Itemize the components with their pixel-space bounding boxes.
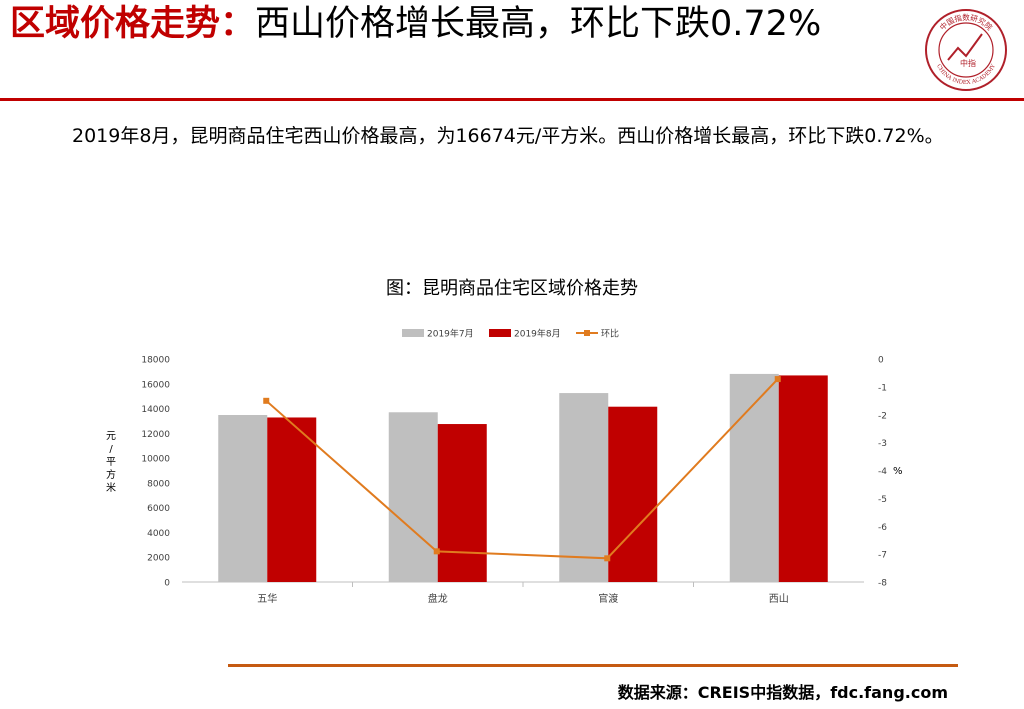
logo-center-text: 中指 (960, 58, 976, 68)
bar-1-0 (267, 417, 317, 582)
x-tick-label-3: 西山 (769, 593, 789, 605)
line-series-0 (265, 378, 779, 560)
y-tick-label-0: 0 (164, 579, 170, 589)
bar-1-3 (778, 375, 828, 582)
y2-tick-label-8: -8 (878, 579, 887, 589)
y-tick-label-1: 2000 (147, 554, 170, 564)
y2-tick-label-2: -2 (878, 411, 887, 421)
x-tick-label-1: 盘龙 (428, 592, 448, 605)
title-accent: 区域价格走势： (10, 4, 256, 44)
legend-label-0: 2019年7月 (427, 328, 474, 340)
y2-tick-label-1: -1 (878, 383, 887, 393)
chart-title: 图：昆明商品住宅区域价格走势 (386, 278, 638, 299)
y-tick-label-7: 14000 (141, 405, 170, 415)
bar-1-2 (608, 406, 658, 582)
y-tick-label-9: 18000 (141, 356, 170, 366)
y2-tick-label-3: -3 (878, 439, 887, 449)
bar-0-1 (388, 412, 438, 582)
y2-tick-label-5: -5 (878, 495, 887, 505)
bar-0-0 (218, 414, 268, 582)
y-tick-label-3: 6000 (147, 504, 170, 514)
y-tick-label-2: 4000 (147, 529, 170, 539)
title-rule (0, 98, 1024, 101)
y-axis-label: 元 / 平方米 (106, 431, 116, 494)
legend-marker-2 (584, 330, 590, 336)
legend-label-1: 2019年8月 (514, 328, 561, 340)
bar-0-3 (729, 373, 779, 582)
y2-tick-label-0: 0 (878, 356, 884, 366)
page-title: 区域价格走势：西山价格增长最高，环比下跌0.72% (10, 2, 910, 47)
y-tick-label-8: 16000 (141, 380, 170, 390)
line-point-0-0 (263, 397, 270, 404)
line-point-0-2 (604, 555, 611, 562)
y-tick-label-6: 12000 (141, 430, 170, 440)
y2-tick-label-6: -6 (878, 523, 887, 533)
line-point-0-3 (774, 376, 781, 383)
legend-swatch-1 (489, 329, 511, 337)
x-tick-label-0: 五华 (257, 592, 277, 605)
source-rule (228, 664, 958, 667)
title-rest: 西山价格增长最高，环比下跌0.72% (255, 4, 822, 44)
bar-0-2 (559, 393, 609, 582)
y-tick-label-4: 8000 (147, 479, 170, 489)
china-index-academy-logo: 中国指数研究院 CHINA INDEX ACADEMY 中指 (925, 9, 1007, 91)
price-trend-chart: 2019年7月 2019年8月 环比 0 2000 4000 6000 8000 10000 12… (141, 328, 887, 606)
y2-tick-label-4: -4 (878, 467, 887, 477)
legend-swatch-0 (402, 329, 424, 337)
line-point-0-1 (433, 548, 440, 555)
x-tick-label-2: 官渡 (598, 592, 618, 605)
y2-axis-label: % (893, 466, 903, 477)
data-source: 数据来源：CREIS中指数据，fdc.fang.com (617, 683, 948, 702)
summary-paragraph: 2019年8月，昆明商品住宅西山价格最高，为16674元/平方米。西山价格增长最… (72, 125, 944, 147)
legend-label-2: 环比 (601, 328, 619, 340)
bar-1-1 (437, 424, 487, 582)
y2-tick-label-7: -7 (878, 551, 887, 561)
y-tick-label-5: 10000 (141, 455, 170, 465)
